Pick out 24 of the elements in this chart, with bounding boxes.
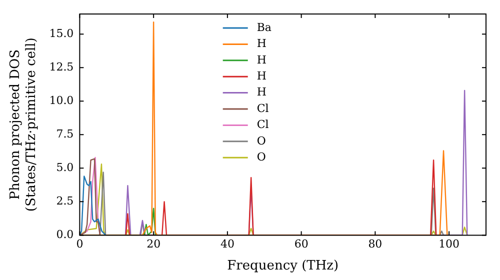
legend-label: Ba <box>256 20 272 34</box>
legend-label: Cl <box>256 102 270 115</box>
legend-label: Cl <box>256 118 270 132</box>
legend-label: O <box>256 134 266 148</box>
x-tick-label: 40 <box>220 238 234 251</box>
y-tick-label: 0.0 <box>56 228 74 242</box>
x-tick-label: 80 <box>368 238 382 251</box>
legend-label: O <box>256 150 266 164</box>
x-tick-label: 0 <box>76 238 84 251</box>
y-tick-label: 5.0 <box>56 161 74 174</box>
y-axis-title: Phonon projected DOS (States/THz·primitive cell) <box>8 38 39 212</box>
legend-label: H <box>256 37 266 50</box>
y-tick-label: 15.0 <box>49 26 74 40</box>
y-tick-label: 10.0 <box>49 94 74 107</box>
y-tick-label: 7.5 <box>56 128 74 141</box>
y-tick-label: 2.5 <box>56 194 74 208</box>
legend-label: H <box>256 53 266 66</box>
y-tick-label: 12.5 <box>49 60 74 74</box>
x-tick-label: 60 <box>294 238 308 251</box>
x-tick-label: 20 <box>146 238 161 251</box>
x-tick-label: 100 <box>438 238 460 251</box>
legend-label: H <box>256 86 266 99</box>
legend-label: H <box>256 69 266 82</box>
x-axis-title: Frequency (THz) <box>227 258 339 274</box>
